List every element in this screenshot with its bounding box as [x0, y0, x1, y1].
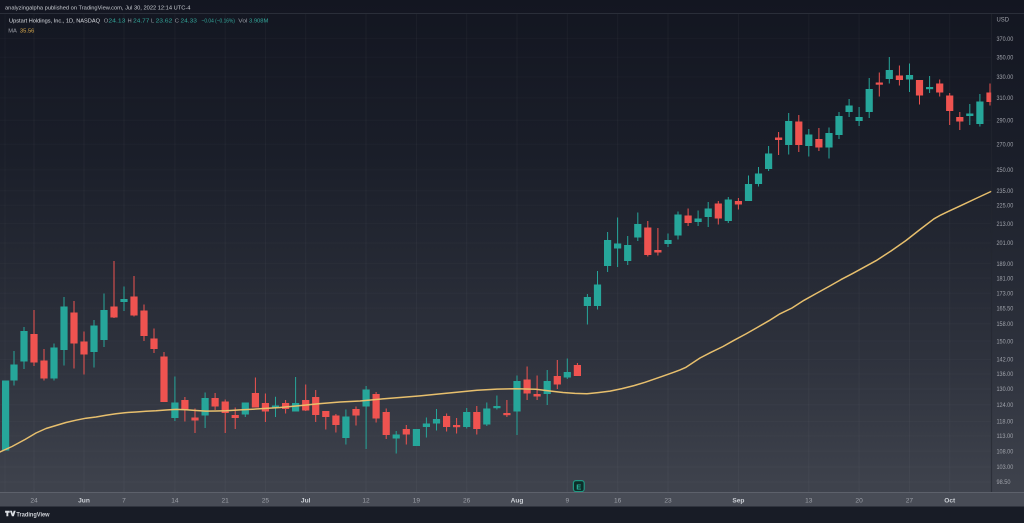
svg-text:136.00: 136.00 [997, 372, 1014, 378]
svg-text:7: 7 [122, 497, 126, 504]
svg-text:118.00: 118.00 [997, 420, 1014, 426]
svg-text:350.00: 350.00 [997, 55, 1014, 61]
svg-text:L: L [151, 19, 155, 25]
svg-text:103.00: 103.00 [997, 465, 1014, 471]
svg-text:Jun: Jun [78, 497, 90, 504]
svg-text:213.00: 213.00 [997, 222, 1014, 228]
svg-text:130.00: 130.00 [997, 387, 1014, 393]
svg-text:24: 24 [30, 497, 38, 504]
svg-text:310.00: 310.00 [997, 96, 1014, 102]
svg-text:370.00: 370.00 [997, 37, 1014, 43]
svg-text:Jul: Jul [301, 497, 311, 504]
svg-text:225.00: 225.00 [997, 203, 1014, 209]
svg-text:Sep: Sep [732, 497, 744, 504]
svg-text:173.00: 173.00 [997, 292, 1014, 298]
svg-text:C: C [175, 19, 179, 25]
svg-text:270.00: 270.00 [997, 142, 1014, 148]
svg-text:165.50: 165.50 [997, 306, 1014, 312]
svg-text:H: H [128, 19, 132, 25]
svg-text:13: 13 [805, 497, 813, 504]
svg-text:MA: MA [8, 28, 17, 34]
svg-text:142.00: 142.00 [997, 358, 1014, 364]
svg-text:USD: USD [997, 18, 1010, 24]
svg-text:23: 23 [664, 497, 672, 504]
svg-text:98.50: 98.50 [997, 480, 1012, 486]
svg-text:35.56: 35.56 [20, 28, 35, 34]
svg-text:26: 26 [463, 497, 471, 504]
svg-text:O: O [104, 19, 109, 25]
svg-text:Upstart Holdings, Inc., 1D, NA: Upstart Holdings, Inc., 1D, NASDAQ [9, 19, 100, 25]
svg-text:24.13: 24.13 [108, 19, 125, 25]
svg-text:12: 12 [362, 497, 370, 504]
svg-text:235.00: 235.00 [997, 189, 1014, 195]
svg-text:9: 9 [565, 497, 569, 504]
svg-text:−0.04 (−0.16%): −0.04 (−0.16%) [202, 19, 235, 25]
svg-text:330.00: 330.00 [997, 75, 1014, 81]
svg-text:24.33: 24.33 [181, 19, 197, 25]
svg-text:Aug: Aug [511, 497, 524, 504]
svg-text:3.908M: 3.908M [249, 19, 268, 25]
svg-text:150.00: 150.00 [997, 339, 1014, 345]
svg-text:21: 21 [222, 497, 230, 504]
svg-text:250.00: 250.00 [997, 168, 1014, 174]
svg-text:TradingView: TradingView [16, 511, 50, 518]
svg-text:16: 16 [614, 497, 622, 504]
svg-text:20: 20 [855, 497, 863, 504]
svg-text:E: E [576, 482, 581, 491]
svg-text:189.00: 189.00 [997, 262, 1014, 268]
svg-text:14: 14 [171, 497, 179, 504]
svg-text:124.00: 124.00 [997, 403, 1014, 409]
svg-text:181.00: 181.00 [997, 276, 1014, 282]
svg-text:Oct: Oct [944, 497, 956, 504]
svg-text:290.00: 290.00 [997, 118, 1014, 124]
svg-text:201.00: 201.00 [997, 241, 1014, 247]
svg-text:108.00: 108.00 [997, 449, 1014, 455]
svg-text:113.00: 113.00 [997, 434, 1014, 440]
svg-text:27: 27 [906, 497, 914, 504]
svg-text:23.62: 23.62 [156, 19, 173, 25]
svg-text:25: 25 [262, 497, 270, 504]
svg-text:158.00: 158.00 [997, 322, 1014, 328]
svg-text:Vol: Vol [238, 19, 247, 25]
svg-text:24.77: 24.77 [133, 19, 149, 25]
svg-text:analyzingalpha published on Tr: analyzingalpha published on TradingView.… [5, 6, 190, 12]
svg-text:19: 19 [413, 497, 421, 504]
